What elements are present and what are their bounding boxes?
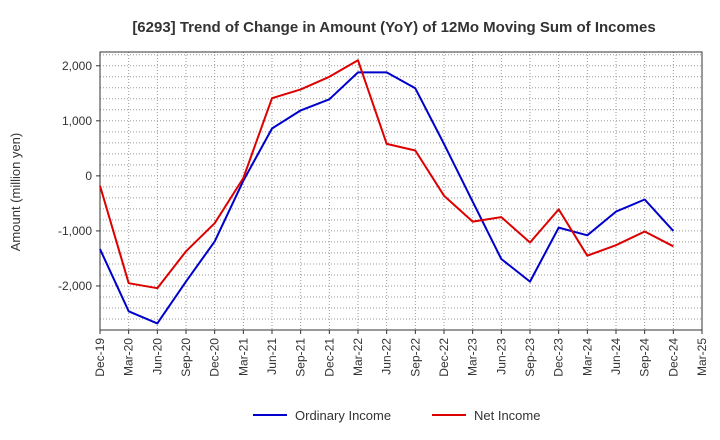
y-tick-label: -1,000 [58, 224, 92, 238]
series-line-net-income [99, 59, 674, 290]
y-tick-label: 2,000 [62, 59, 92, 73]
x-tick-label: Jun-21 [265, 338, 279, 375]
x-tick-label: Sep-23 [523, 338, 537, 377]
series-line-ordinary-income [99, 71, 675, 325]
series-group [99, 59, 675, 325]
y-tick-label: 1,000 [62, 114, 92, 128]
x-tick-label: Sep-21 [294, 338, 308, 377]
x-tick-label: Dec-23 [552, 338, 566, 377]
x-axis-ticks: Dec-19 Mar-20 Jun-20 Sep-20 Dec-20 Mar-21 Jun-… [93, 330, 709, 377]
legend-label-net-income: Net Income [474, 408, 540, 423]
x-tick-label: Mar-21 [236, 338, 250, 376]
x-tick-label: Mar-25 [695, 338, 709, 376]
x-tick-label: Jun-20 [150, 338, 164, 375]
plot-frame [99, 51, 703, 331]
y-axis-ticks: 2,000 1,000 0 -1,000 -2,000 [58, 59, 100, 293]
x-tick-label: Jun-24 [609, 338, 623, 375]
x-tick-label: Sep-20 [179, 338, 193, 377]
grid [100, 52, 702, 330]
legend: Ordinary Income Net Income [253, 408, 540, 423]
x-tick-label: Mar-24 [580, 338, 594, 376]
x-tick-label: Jun-23 [494, 338, 508, 375]
y-tick-label: -2,000 [58, 279, 92, 293]
legend-label-ordinary-income: Ordinary Income [295, 408, 391, 423]
x-tick-label: Dec-19 [93, 338, 107, 377]
x-tick-label: Dec-24 [666, 338, 680, 377]
x-tick-label: Sep-24 [638, 338, 652, 377]
x-tick-label: Dec-21 [322, 338, 336, 377]
x-tick-label: Jun-22 [380, 338, 394, 375]
x-tick-label: Dec-22 [437, 338, 451, 377]
x-tick-label: Mar-20 [122, 338, 136, 376]
x-tick-label: Dec-20 [208, 338, 222, 377]
x-tick-label: Mar-23 [466, 338, 480, 376]
x-tick-label: Mar-22 [351, 338, 365, 376]
chart-title: [6293] Trend of Change in Amount (YoY) o… [132, 19, 655, 36]
y-axis-label: Amount (million yen) [8, 133, 23, 252]
y-tick-label: 0 [85, 169, 92, 183]
x-tick-label: Sep-22 [408, 338, 422, 377]
